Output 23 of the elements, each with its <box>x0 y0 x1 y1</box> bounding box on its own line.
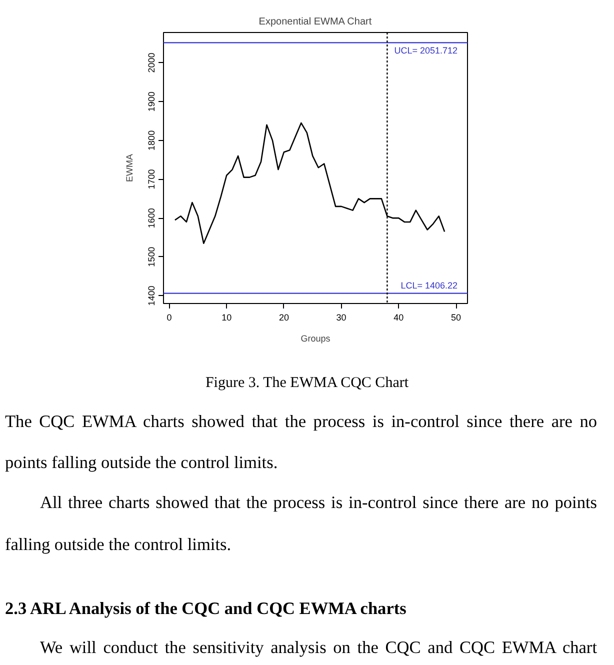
y-tick-label: 1700 <box>146 169 156 190</box>
y-tick-label: 1500 <box>146 246 156 267</box>
chart-title: Exponential EWMA Chart <box>258 16 372 28</box>
x-tick-label: 0 <box>166 312 172 322</box>
ref-line-label: LCL= 1406.22 <box>400 280 458 290</box>
y-tick-label: 1600 <box>146 208 156 228</box>
ref-line-label: UCL= 2051.712 <box>394 46 458 56</box>
x-tick-label: 20 <box>278 312 289 322</box>
x-axis-title: Groups <box>300 334 331 344</box>
text: 2.3 ARL Analysis of the CQC and CQC EWMA charts <box>5 598 408 620</box>
x-tick-label: 50 <box>451 312 462 322</box>
y-tick-label: 1900 <box>146 92 156 112</box>
y-tick-label: 1800 <box>146 130 156 150</box>
y-tick-label: 2000 <box>146 52 156 73</box>
caption: Figure 3. The EWMA CQC Chart <box>204 374 410 393</box>
text: All three charts showed that the process is in-control since there are no points falling outside the control limits. <box>5 493 597 554</box>
x-tick-label: 40 <box>394 312 404 322</box>
x-tick-label: 10 <box>222 312 232 322</box>
y-tick-label: 1400 <box>146 286 156 306</box>
text: We will conduct the sensitivity analysis on the CQC and CQC EWMA chart <box>39 636 597 659</box>
y-axis-title: EWMA <box>124 154 134 182</box>
x-tick-label: 30 <box>336 312 346 322</box>
text: The CQC EWMA charts showed that the process is in-control since there are no points falling outside the control limits. <box>5 412 597 472</box>
